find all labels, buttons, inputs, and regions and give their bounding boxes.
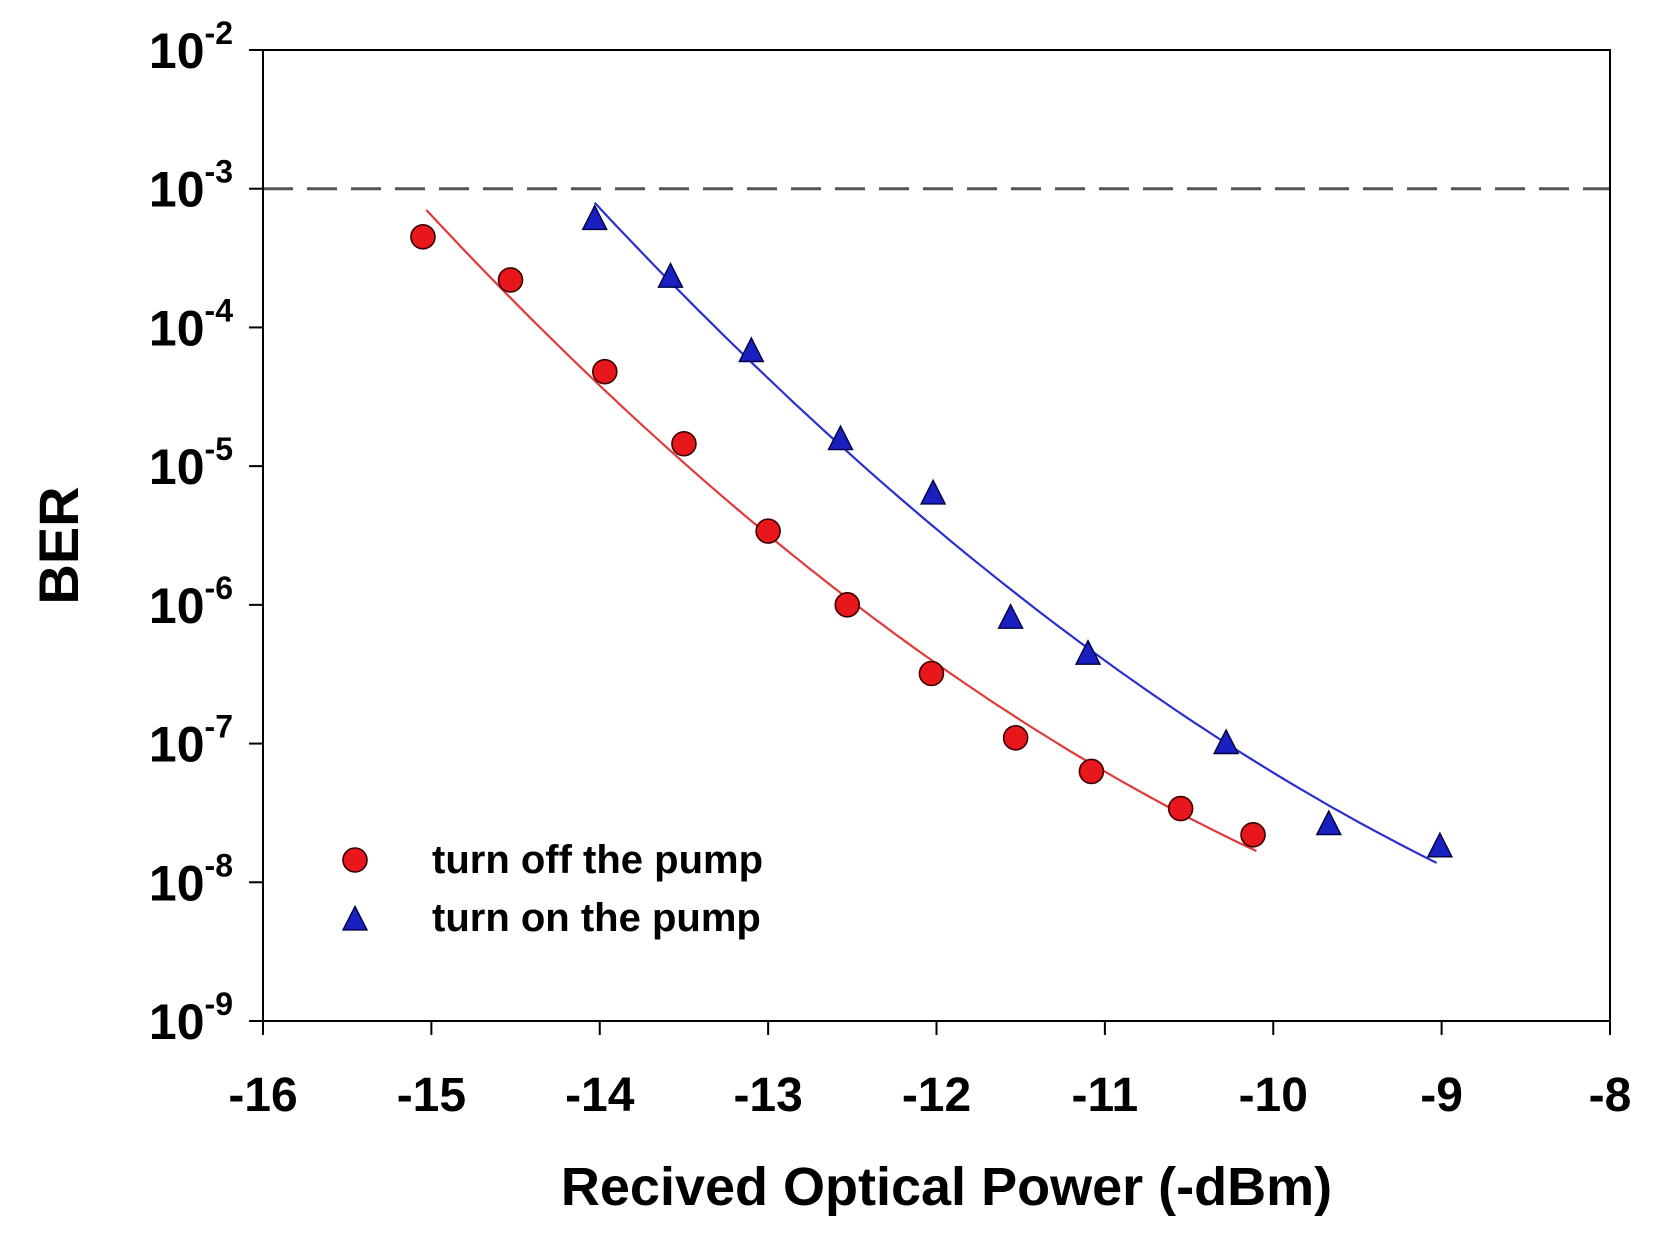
x-tick-label: -13 [733, 1069, 802, 1122]
x-tick-label: -16 [228, 1069, 297, 1122]
y-tick-base: 10 [149, 439, 205, 495]
data-point-pump-on [581, 204, 608, 231]
legend-marker-pump-off [342, 847, 368, 873]
y-tick-exponent: -8 [205, 847, 233, 883]
legend-label-pump-off: turn off the pump [432, 838, 763, 882]
data-point-pump-off [410, 224, 436, 250]
data-point-pump-on [1426, 831, 1454, 858]
y-tick-base: 10 [149, 994, 205, 1050]
legend-label-pump-on: turn on the pump [432, 896, 761, 940]
y-tick-label: 10-4 [149, 292, 233, 356]
data-point-pump-on [997, 603, 1024, 629]
data-point-pump-off [918, 660, 945, 687]
y-tick-exponent: -4 [205, 292, 234, 328]
y-tick-label: 10-9 [149, 986, 233, 1050]
data-point-pump-on [657, 262, 684, 288]
data-point-pump-on [827, 424, 854, 451]
data-point-pump-off [1167, 795, 1194, 822]
x-tick-label: -9 [1420, 1069, 1463, 1122]
data-point-pump-off [834, 592, 861, 618]
y-tick-base: 10 [149, 717, 205, 773]
data-point-pump-on [919, 478, 947, 505]
data-point-pump-on [738, 336, 765, 363]
y-tick-base: 10 [149, 578, 205, 634]
y-tick-base: 10 [149, 300, 205, 356]
y-tick-label: 10-7 [149, 709, 233, 773]
data-point-pump-on [1212, 728, 1240, 755]
x-tick-label: -14 [565, 1069, 635, 1122]
y-tick-label: 10-5 [149, 431, 233, 495]
y-tick-exponent: -2 [205, 15, 233, 51]
fit-curve-pump-off [425, 209, 1257, 852]
y-tick-exponent: -6 [205, 570, 233, 606]
data-point-pump-off [755, 518, 781, 544]
y-tick-label: 10-6 [149, 570, 233, 634]
x-tick-label: -10 [1239, 1069, 1308, 1122]
data-point-pump-off [592, 358, 618, 385]
y-axis-title: BER [27, 486, 90, 604]
x-tick-label: -11 [1072, 1069, 1139, 1122]
y-tick-exponent: -5 [205, 431, 233, 467]
y-tick-base: 10 [149, 162, 205, 218]
y-tick-base: 10 [149, 855, 205, 911]
fit-curve-pump-on [593, 202, 1438, 864]
x-tick-label: -15 [397, 1069, 466, 1122]
data-point-pump-off [671, 430, 697, 457]
x-tick-label: -8 [1589, 1069, 1632, 1122]
y-tick-exponent: -7 [205, 709, 233, 745]
x-axis-title: Recived Optical Power (-dBm) [561, 1157, 1332, 1217]
y-tick-exponent: -9 [205, 986, 233, 1022]
data-point-pump-on [1074, 639, 1102, 665]
data-point-pump-on [1315, 809, 1342, 836]
x-tick-label: -12 [902, 1069, 971, 1122]
data-point-pump-off [497, 267, 524, 293]
y-tick-label: 10-3 [149, 154, 233, 218]
data-point-pump-off [1078, 758, 1105, 785]
legend-marker-pump-on [341, 904, 369, 931]
data-point-pump-off [1240, 821, 1266, 848]
data-point-pump-off [1002, 725, 1029, 751]
y-tick-exponent: -3 [205, 154, 233, 190]
y-tick-base: 10 [149, 23, 205, 79]
y-tick-label: 10-2 [149, 15, 233, 79]
y-tick-label: 10-8 [149, 847, 233, 911]
